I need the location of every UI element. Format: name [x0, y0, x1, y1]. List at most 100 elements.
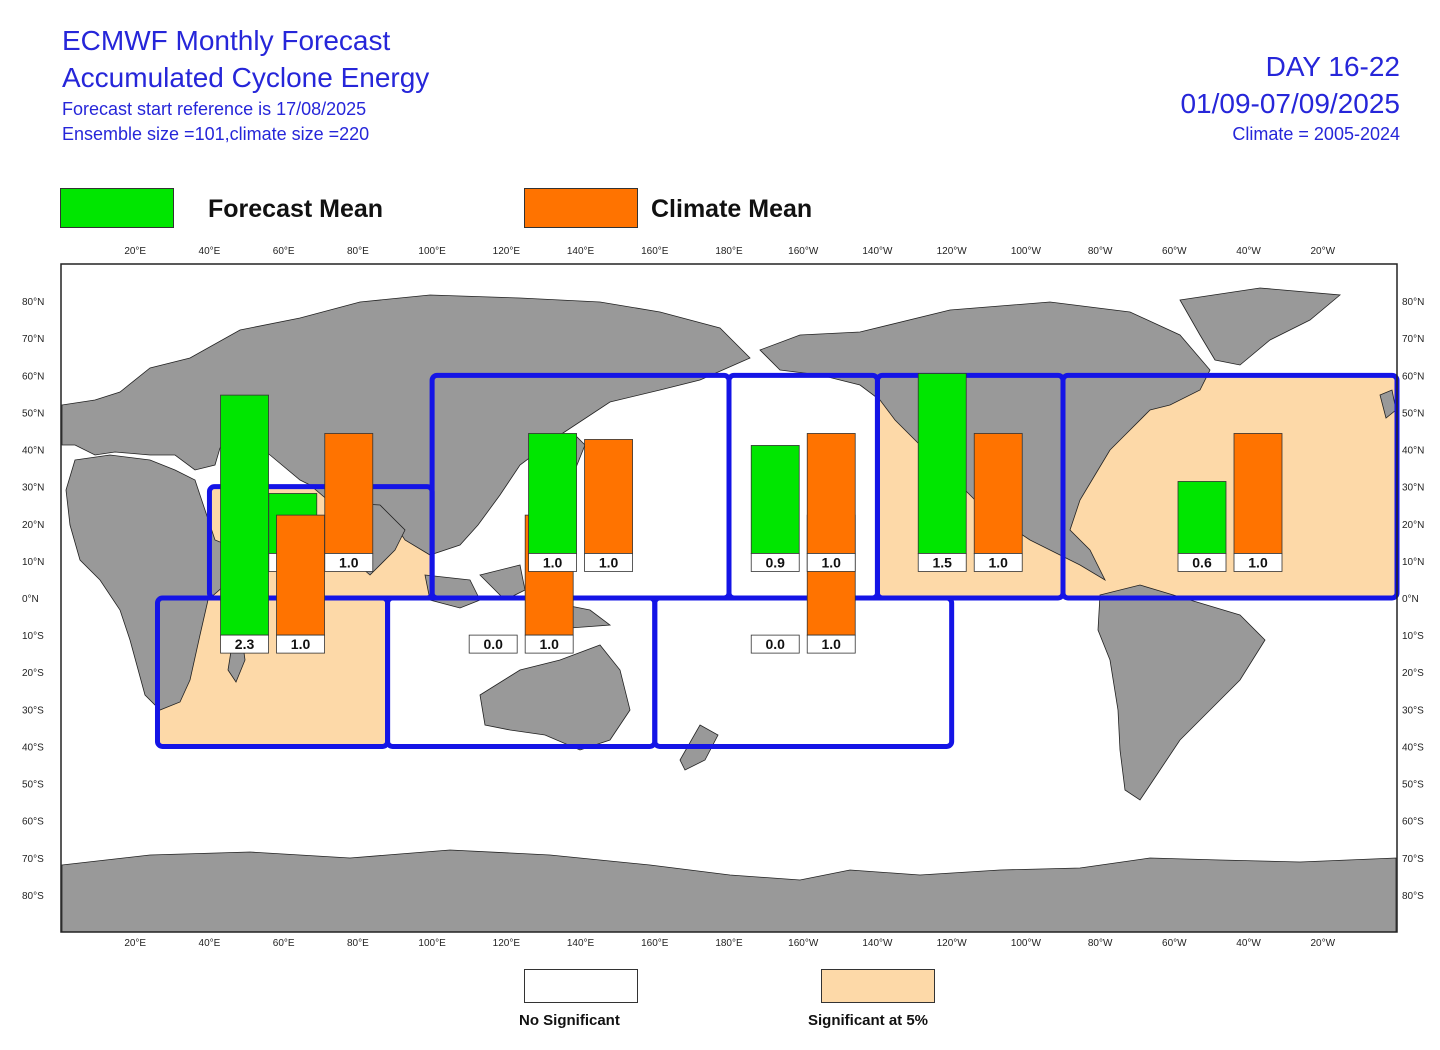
lon-label: 60°E [273, 246, 295, 257]
lat-label-left: 40°N [22, 446, 44, 457]
lat-label-right: 70°S [1402, 854, 1424, 865]
lat-label-right: 30°S [1402, 705, 1424, 716]
lon-label: 180°E [715, 246, 743, 257]
lat-label-right: 80°S [1402, 891, 1424, 902]
land-masses [61, 287, 1397, 933]
forecast-value-label: 1.0 [543, 554, 563, 570]
lat-label-right: 20°S [1402, 668, 1424, 679]
lat-label-left: 40°S [22, 742, 44, 753]
lon-label: 60°E [273, 938, 295, 949]
lat-label-left: 30°N [22, 483, 44, 494]
title-line1: ECMWF Monthly Forecast [62, 25, 391, 56]
climate-bar [584, 439, 633, 554]
ace-map: 0.51.02.31.00.01.00.01.01.01.00.91.01.51… [22, 246, 1424, 949]
forecast-bar [750, 445, 800, 554]
lon-label: 160°W [788, 246, 819, 257]
lat-label-left: 70°S [22, 854, 44, 865]
forecast-value-label: 0.0 [765, 636, 785, 652]
significant-swatch [821, 969, 935, 1003]
australia [479, 644, 631, 751]
lon-label: 180°E [715, 938, 743, 949]
climate-value-label: 1.0 [539, 636, 559, 652]
header-left: ECMWF Monthly Forecast Accumulated Cyclo… [62, 22, 429, 146]
lat-label-left: 30°S [22, 705, 44, 716]
lat-label-left: 60°S [22, 817, 44, 828]
lat-label-left: 60°N [22, 371, 44, 382]
lat-label-right: 60°N [1402, 371, 1424, 382]
forecast-value-label-box [917, 553, 967, 572]
climate-value-label: 1.0 [821, 554, 841, 570]
lon-label: 80°W [1088, 938, 1113, 949]
no-significant-swatch [524, 969, 638, 1003]
climate-value-label-box [524, 634, 574, 654]
lat-label-left: 70°N [22, 334, 44, 345]
lat-label-left: 20°S [22, 668, 44, 679]
forecast-value-label: 2.3 [235, 636, 255, 652]
greenland [1179, 287, 1342, 366]
antarctica [61, 849, 1397, 933]
climate-value-label-box [1233, 553, 1283, 572]
climate-value-label: 1.0 [291, 636, 311, 652]
climate-period: Climate = 2005-2024 [1232, 124, 1400, 144]
lon-label: 20°W [1310, 246, 1335, 257]
climate-bar [806, 433, 856, 554]
forecast-bar [528, 433, 577, 554]
lat-label-right: 50°N [1402, 408, 1424, 419]
climate-value-label-box [584, 553, 633, 572]
climate-value-label-box [806, 553, 856, 572]
climate-value-label: 1.0 [1248, 554, 1268, 570]
forecast-value-label: 0.9 [765, 554, 785, 570]
lon-label: 100°W [1011, 938, 1042, 949]
lon-label: 100°W [1011, 246, 1042, 257]
lon-label: 100°E [418, 938, 446, 949]
lat-label-right: 40°N [1402, 446, 1424, 457]
lat-label-left: 80°N [22, 297, 44, 308]
forecast-value-label: 1.5 [932, 554, 952, 570]
lon-label: 80°W [1088, 246, 1113, 257]
lat-label-right: 10°N [1402, 557, 1424, 568]
climate-bar [276, 514, 325, 636]
start-reference: Forecast start reference is 17/08/2025 [62, 99, 367, 119]
climate-value-label-box [276, 634, 325, 654]
eurasia-landmass [61, 294, 751, 556]
lat-label-left: 50°N [22, 408, 44, 419]
lon-label: 40°E [199, 246, 221, 257]
map-frame [60, 263, 1398, 933]
lat-label-left: 10°S [22, 631, 44, 642]
lat-label-left: 10°N [22, 557, 44, 568]
climate-value-label: 1.0 [339, 554, 359, 570]
lat-label-right: 50°S [1402, 780, 1424, 791]
lat-label-right: 40°S [1402, 742, 1424, 753]
climate-value-label-box [806, 634, 856, 654]
legend-top: Forecast Mean Climate Mean [60, 188, 960, 230]
forecast-value-label-box [750, 634, 800, 654]
title-line2: Accumulated Cyclone Energy [62, 62, 430, 93]
lon-label: 160°E [641, 246, 669, 257]
lat-label-right: 60°S [1402, 817, 1424, 828]
lat-label-right: 0°N [1402, 594, 1419, 605]
lat-label-right: 70°N [1402, 334, 1424, 345]
lon-label: 140°W [862, 938, 893, 949]
climate-value-label: 1.0 [599, 554, 619, 570]
lon-label: 80°E [347, 938, 369, 949]
day-range: DAY 16-22 [1265, 51, 1400, 82]
south-america [1097, 584, 1266, 801]
lon-label: 120°E [493, 246, 521, 257]
lon-label: 120°W [937, 246, 968, 257]
lat-label-right: 30°N [1402, 483, 1424, 494]
date-range: 01/09-07/09/2025 [1180, 88, 1400, 119]
lat-label-left: 50°S [22, 780, 44, 791]
forecast-bar [917, 373, 967, 554]
lat-label-left: 20°N [22, 520, 44, 531]
climate-value-label: 1.0 [988, 554, 1008, 570]
lon-label: 140°E [567, 246, 595, 257]
climate-mean-label: Climate Mean [651, 195, 813, 223]
climate-bar [1233, 433, 1283, 554]
lon-label: 80°E [347, 246, 369, 257]
lon-label: 20°E [124, 246, 146, 257]
lon-label: 60°W [1162, 938, 1187, 949]
climate-bar [973, 433, 1023, 554]
climate-value-label-box [973, 553, 1023, 572]
lat-label-right: 10°S [1402, 631, 1424, 642]
forecast-bar [220, 394, 269, 636]
